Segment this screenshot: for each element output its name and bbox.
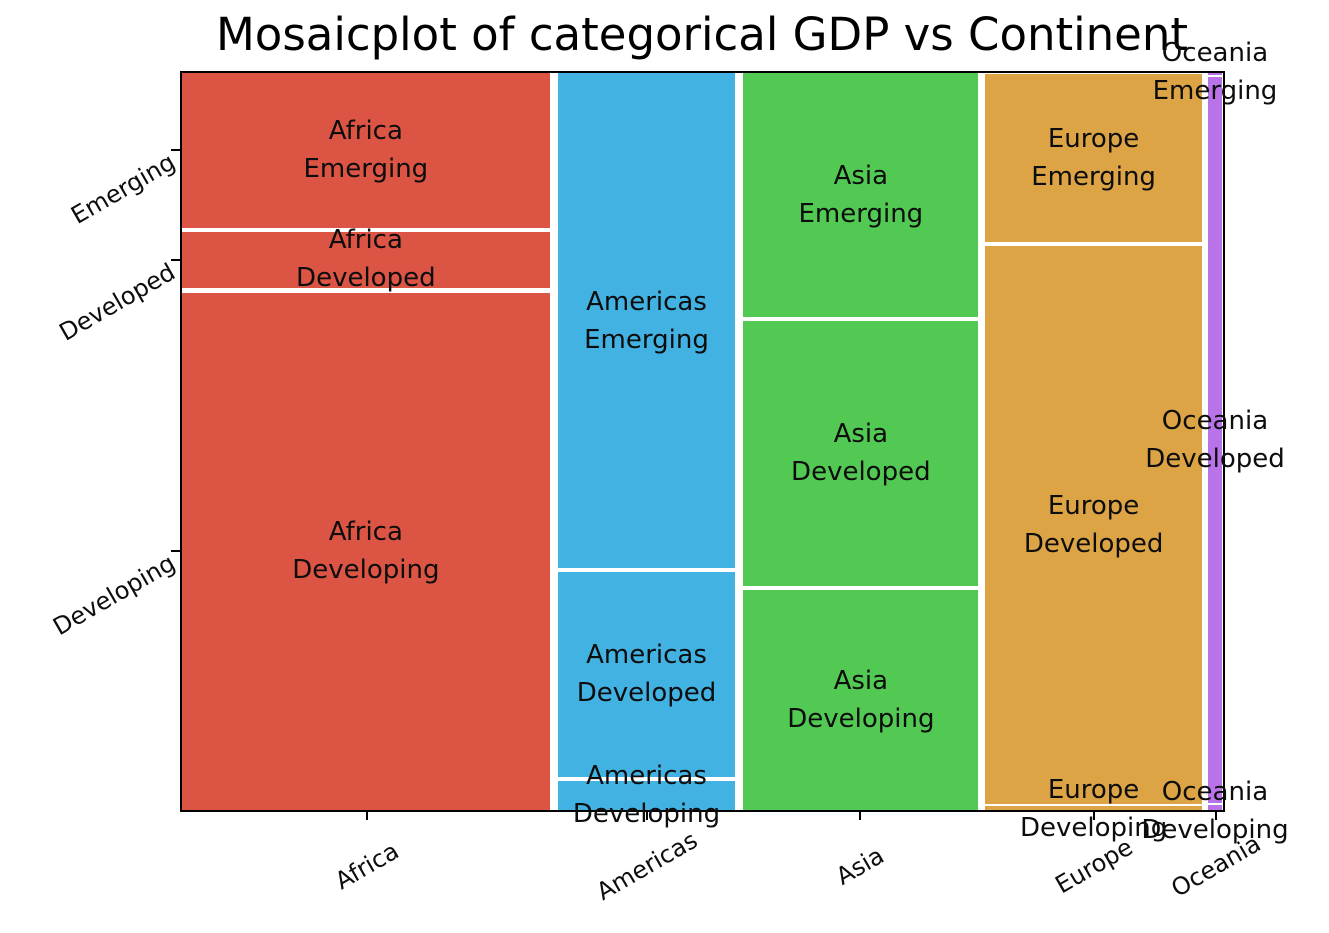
tile-label-continent: Asia	[833, 160, 889, 191]
tile-label-continent: Oceania	[1161, 776, 1269, 807]
tile-europe-emerging	[985, 74, 1202, 242]
tile-label-gdp: Developing	[1141, 814, 1289, 845]
tile-label-americas-developed: Americas Developed	[577, 636, 717, 712]
tile-label-africa-developed: Africa Developed	[296, 221, 436, 297]
tile-label-gdp: Developing	[572, 799, 721, 830]
x-tick-label-asia: Asia	[831, 841, 889, 891]
tile-asia-emerging	[743, 73, 979, 317]
tile-label-oceania-developed: Oceania Developed	[1145, 402, 1285, 478]
tile-label-continent: Asia	[833, 666, 889, 697]
x-tick-americas	[645, 810, 648, 820]
y-tick-label-emerging: Emerging	[66, 148, 180, 230]
tile-label-europe-developed: Europe Developed	[1024, 487, 1164, 563]
tile-label-continent: Europe	[1047, 124, 1140, 155]
tile-label-africa-developing: Africa Developing	[292, 513, 439, 589]
tile-europe-developing	[985, 806, 1202, 810]
tile-label-continent: Oceania	[1161, 37, 1269, 68]
tile-label-continent: Oceania	[1161, 406, 1269, 437]
tile-label-americas-developing: Americas Developing	[573, 757, 720, 833]
tile-africa-developing	[182, 292, 550, 810]
tile-label-gdp: Emerging	[584, 324, 709, 355]
x-tick-asia	[859, 810, 862, 820]
tile-label-oceania-developing: Oceania Developing	[1141, 773, 1288, 849]
tile-label-gdp: Emerging	[798, 198, 924, 229]
plot-area: Africa Emerging Africa Developed Africa Devel…	[180, 38, 1289, 845]
tile-label-gdp: Emerging	[1152, 75, 1278, 106]
tile-labels-layer: Africa Emerging Africa Developed Africa Devel…	[182, 38, 1288, 845]
tile-label-continent: Africa	[328, 225, 403, 256]
x-tick-label-americas: Americas	[591, 825, 702, 907]
tile-label-continent: Americas	[586, 761, 707, 792]
x-tick-label-africa: Africa	[330, 836, 404, 896]
tile-europe-developed	[985, 245, 1202, 804]
tile-label-gdp: Developed	[1023, 528, 1164, 559]
chart-title: Mosaicplot of categorical GDP vs Contine…	[215, 8, 1189, 61]
tile-label-oceania-emerging: Oceania Emerging	[1153, 34, 1278, 110]
tile-label-gdp: Emerging	[1031, 162, 1156, 193]
tile-africa-developed	[182, 231, 550, 289]
y-tick-emerging	[171, 149, 180, 152]
y-tick-label-developed: Developed	[54, 257, 181, 347]
tile-label-europe-developing: Europe Developing	[1020, 771, 1167, 847]
tiles-layer	[182, 73, 1223, 810]
tile-label-asia-developing: Asia Developing	[787, 662, 934, 738]
y-tick-developed	[171, 259, 180, 261]
tile-label-continent: Americas	[586, 286, 707, 317]
tile-label-americas-emerging: Americas Emerging	[584, 283, 709, 359]
tile-label-gdp: Developing	[787, 704, 935, 735]
tile-label-asia-developed: Asia Developed	[791, 415, 931, 491]
tile-oceania-developing	[1208, 804, 1222, 810]
tile-americas-developing	[557, 781, 736, 810]
tile-label-gdp: Developed	[791, 457, 931, 488]
tile-label-continent: Africa	[328, 517, 403, 548]
tile-label-gdp: Developing	[292, 555, 440, 586]
tile-label-asia-emerging: Asia Emerging	[798, 157, 923, 233]
tile-label-gdp: Developed	[296, 263, 436, 294]
tile-asia-developed	[743, 320, 979, 587]
y-tick-developing	[171, 550, 180, 553]
tile-label-gdp: Developing	[1019, 813, 1168, 844]
x-tick-europe	[1092, 810, 1095, 820]
tile-oceania-emerging	[1208, 73, 1222, 76]
tile-label-europe-emerging: Europe Emerging	[1031, 120, 1156, 196]
x-tick-oceania	[1214, 810, 1217, 820]
tile-label-gdp: Developed	[1145, 444, 1285, 475]
tile-label-gdp: Emerging	[303, 154, 429, 185]
tile-label-continent: Asia	[833, 419, 889, 450]
tile-label-africa-emerging: Africa Emerging	[303, 112, 428, 188]
tile-asia-developing	[743, 590, 979, 810]
tile-americas-developed	[557, 572, 736, 778]
tile-label-continent: Europe	[1047, 490, 1140, 521]
tile-oceania-developed	[1208, 77, 1222, 803]
tile-label-continent: Europe	[1047, 775, 1140, 806]
tile-label-continent: Africa	[328, 116, 403, 147]
x-tick-africa	[366, 810, 369, 820]
tile-label-gdp: Developed	[576, 678, 717, 709]
tile-label-continent: Americas	[586, 640, 707, 671]
tile-africa-emerging	[182, 73, 550, 228]
y-tick-label-developing: Developing	[48, 549, 180, 642]
tile-americas-emerging	[557, 73, 736, 569]
